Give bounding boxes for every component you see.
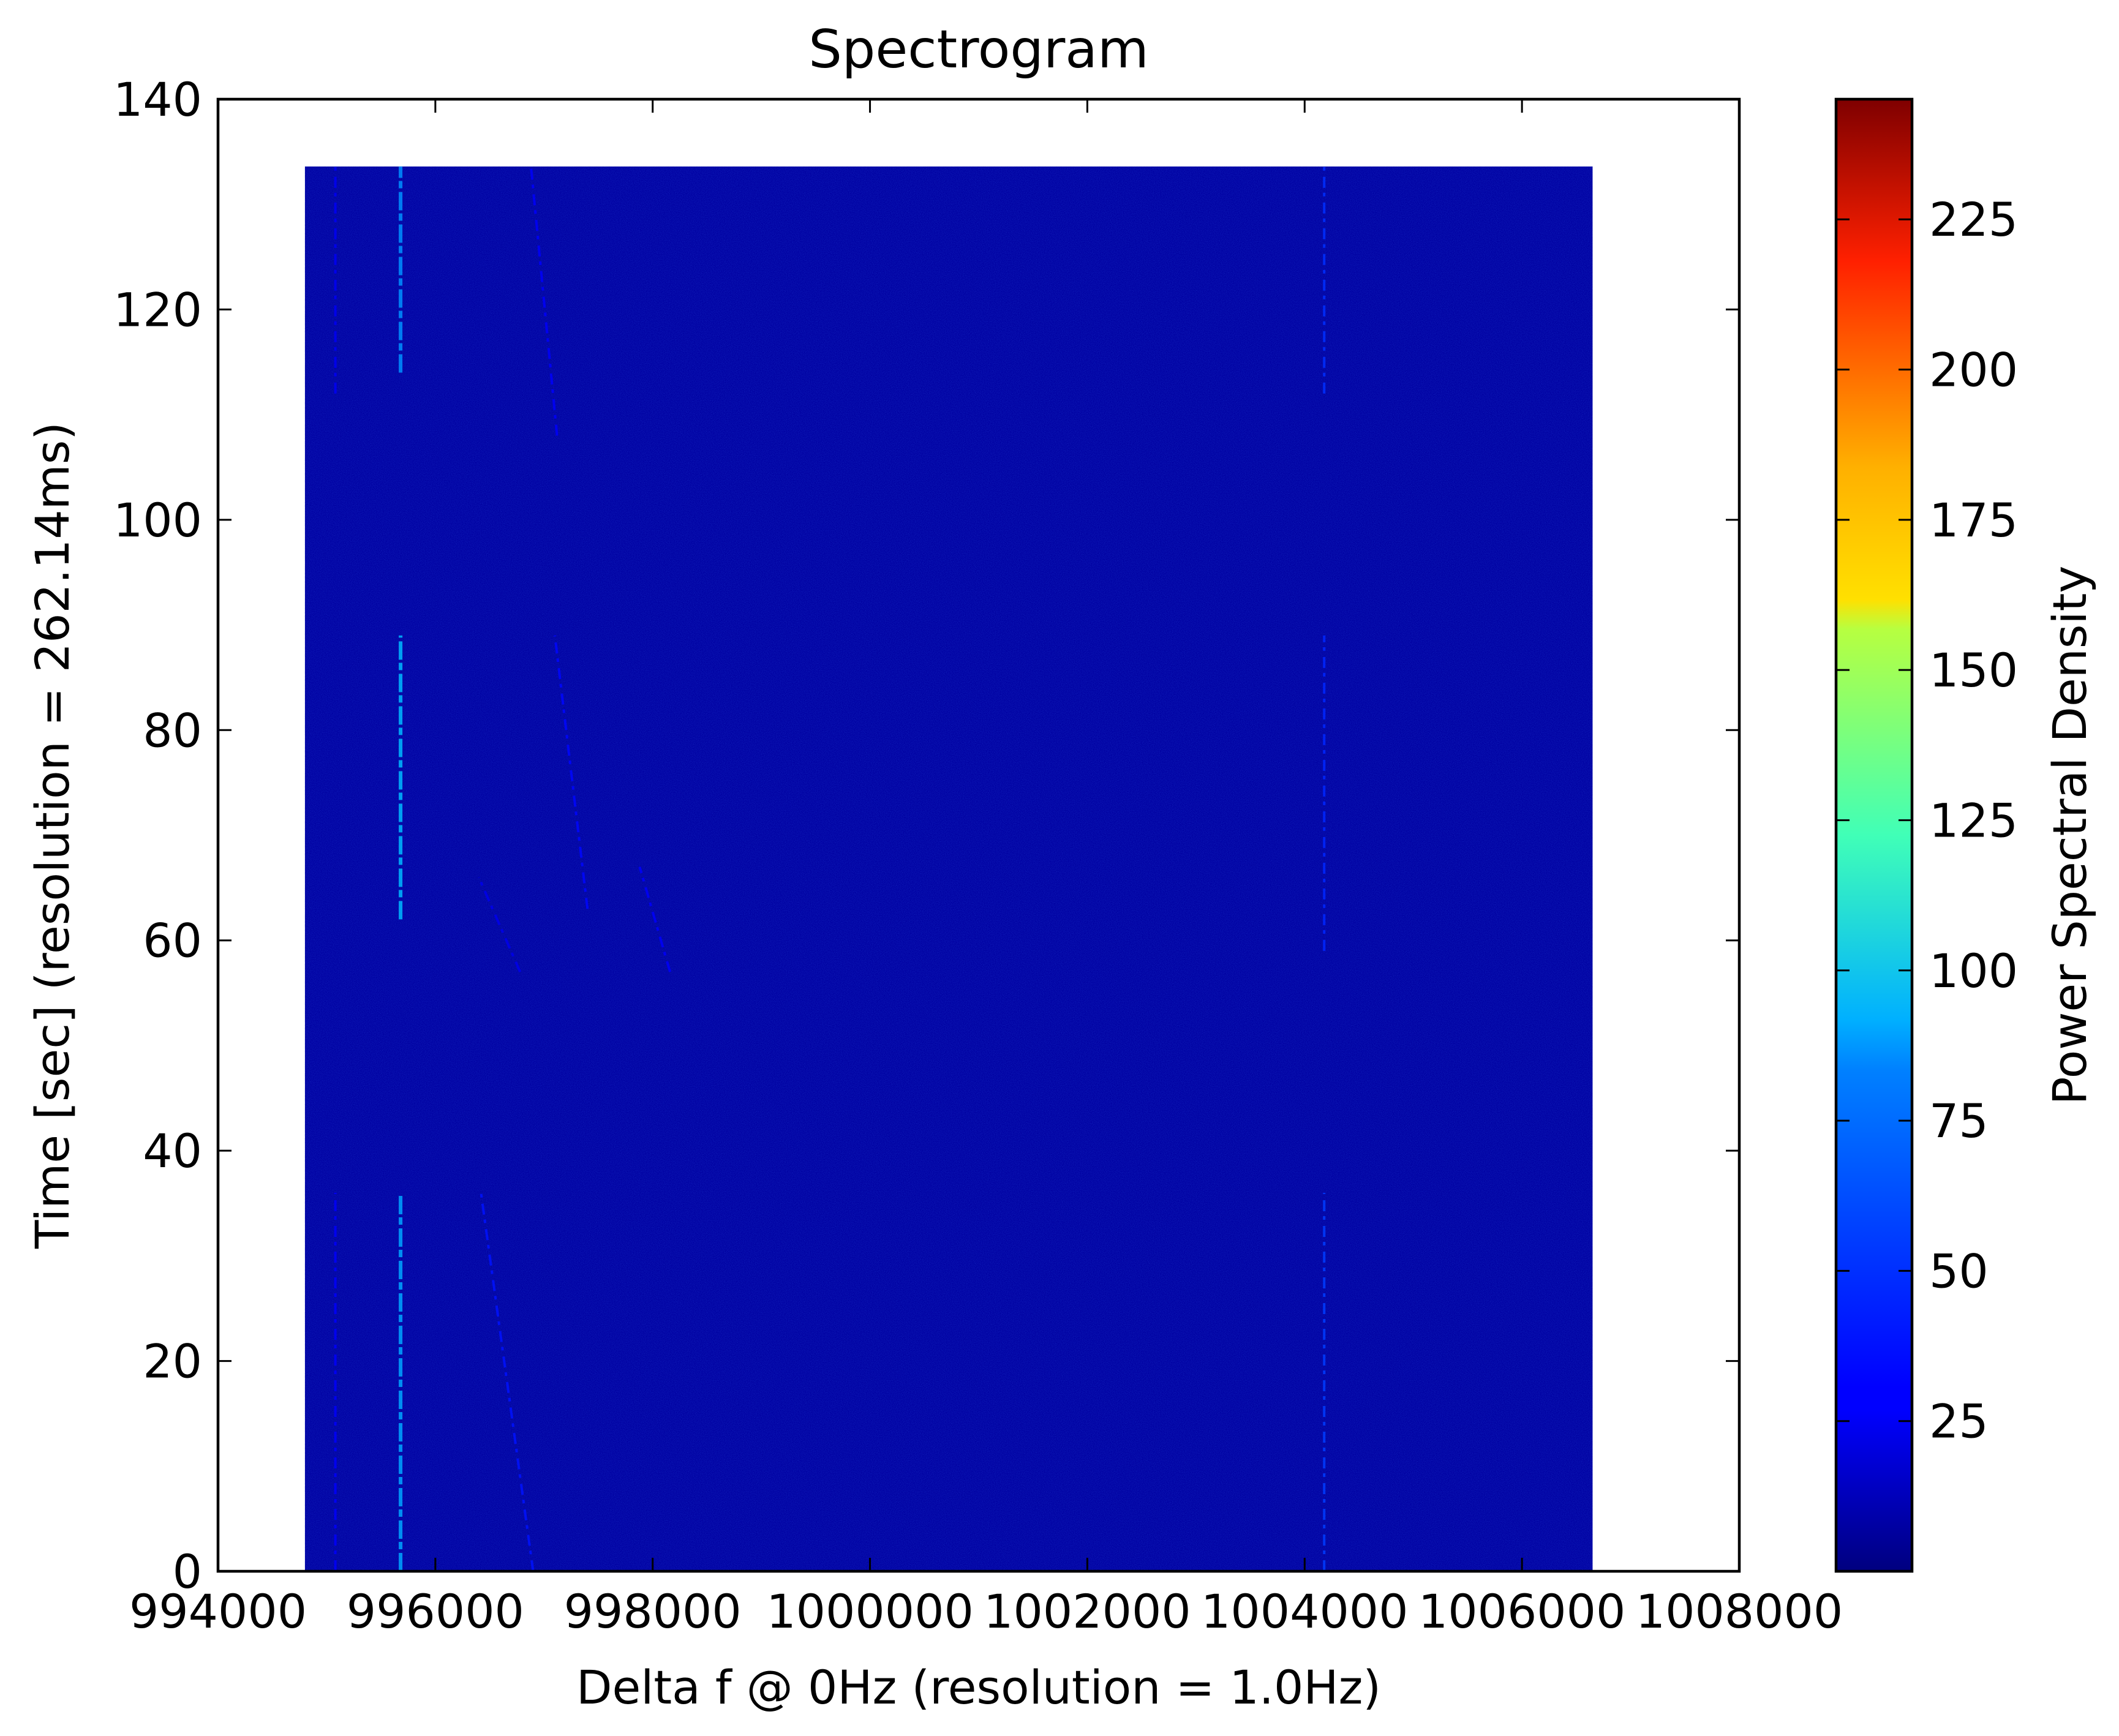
signal-trace — [554, 635, 589, 909]
colorbar-tick-label: 25 — [1929, 1394, 1989, 1449]
y-tick-label: 40 — [143, 1124, 202, 1178]
signal-trace — [638, 866, 672, 972]
chart-title: Spectrogram — [808, 19, 1149, 80]
y-axis-label-text: Time [sec] (resolution = 262.14ms) — [25, 422, 80, 1249]
x-tick-label: 1004000 — [1201, 1584, 1408, 1639]
y-tick-label: 0 — [173, 1544, 202, 1599]
colorbar-label: Power Spectral Density — [2042, 566, 2097, 1105]
y-tick-label: 100 — [113, 493, 202, 547]
x-tick-label: 998000 — [564, 1584, 742, 1639]
colorbar-gradient — [1836, 99, 1912, 1571]
x-tick-label: 996000 — [347, 1584, 524, 1639]
y-tick-label: 120 — [113, 282, 202, 337]
colorbar-ticks: 25 50 75 100 125 150 175 200 225 — [1836, 192, 2018, 1449]
y-axis-ticks: 0 20 40 60 80 100 120 140 — [113, 72, 1739, 1599]
signal-trace — [530, 166, 559, 436]
colorbar-tick-label: 225 — [1929, 192, 2018, 247]
colorbar-tick-label: 200 — [1929, 343, 2018, 397]
y-tick-label: 80 — [143, 703, 202, 757]
colorbar-tick-label: 175 — [1929, 493, 2018, 547]
signal-trace — [477, 876, 522, 973]
colorbar-tick-label: 50 — [1929, 1244, 1989, 1298]
x-tick-label: 1000000 — [766, 1584, 973, 1639]
signal-trace — [480, 1192, 535, 1572]
colorbar-tick-label: 100 — [1929, 944, 2018, 998]
colorbar-tick-label: 125 — [1929, 793, 2018, 847]
colorbar-tick-label: 150 — [1929, 643, 2018, 697]
colorbar: 25 50 75 100 125 150 175 200 225 Power Spectral … — [1834, 97, 2097, 1573]
spectrogram-image — [304, 166, 1593, 1571]
x-tick-label: 1002000 — [984, 1584, 1191, 1639]
x-tick-label: 1006000 — [1418, 1584, 1625, 1639]
y-tick-label: 60 — [143, 914, 202, 968]
y-axis-label: Time [sec] (resolution = 262.14ms) — [25, 422, 80, 1249]
colorbar-frame — [1834, 97, 1914, 1573]
x-tick-label: 1008000 — [1636, 1584, 1843, 1639]
colorbar-tick-label: 75 — [1929, 1094, 1989, 1148]
y-tick-label: 20 — [143, 1334, 202, 1389]
x-axis-label-text: Delta f @ 0Hz (resolution = 1.0Hz) — [576, 1660, 1381, 1715]
x-tick-label: 994000 — [129, 1584, 307, 1639]
plot-area: 994000 996000 998000 1000000 1002000 1004000 1… — [113, 72, 1843, 1639]
x-axis-label: Delta f @ 0Hz (resolution = 1.0Hz) — [576, 1660, 1381, 1715]
signal-traces — [334, 166, 1326, 1572]
spectrogram-noise — [304, 166, 1593, 1571]
x-axis-ticks: 994000 996000 998000 1000000 1002000 1004000 1… — [129, 99, 1843, 1639]
plot-frame — [216, 97, 1741, 1573]
y-tick-label: 140 — [113, 72, 202, 127]
chart-title-text: Spectrogram — [808, 19, 1149, 80]
